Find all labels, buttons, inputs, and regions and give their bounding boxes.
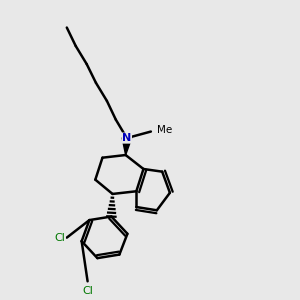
Text: N: N [122,133,131,143]
Text: Me: Me [158,125,173,135]
Text: Cl: Cl [54,232,65,243]
Text: Cl: Cl [82,286,93,296]
Polygon shape [122,138,132,155]
